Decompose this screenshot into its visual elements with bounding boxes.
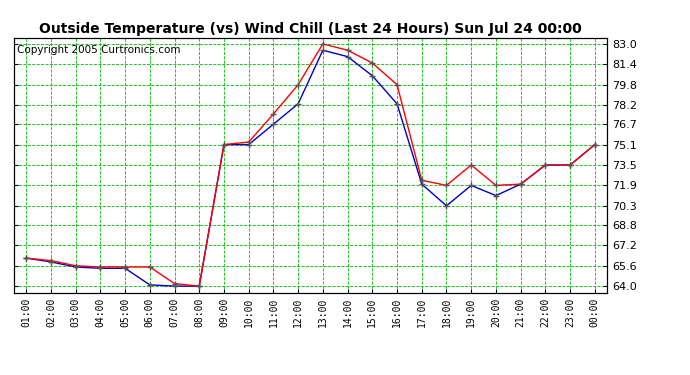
Title: Outside Temperature (vs) Wind Chill (Last 24 Hours) Sun Jul 24 00:00: Outside Temperature (vs) Wind Chill (Las… <box>39 22 582 36</box>
Text: Copyright 2005 Curtronics.com: Copyright 2005 Curtronics.com <box>17 45 180 55</box>
